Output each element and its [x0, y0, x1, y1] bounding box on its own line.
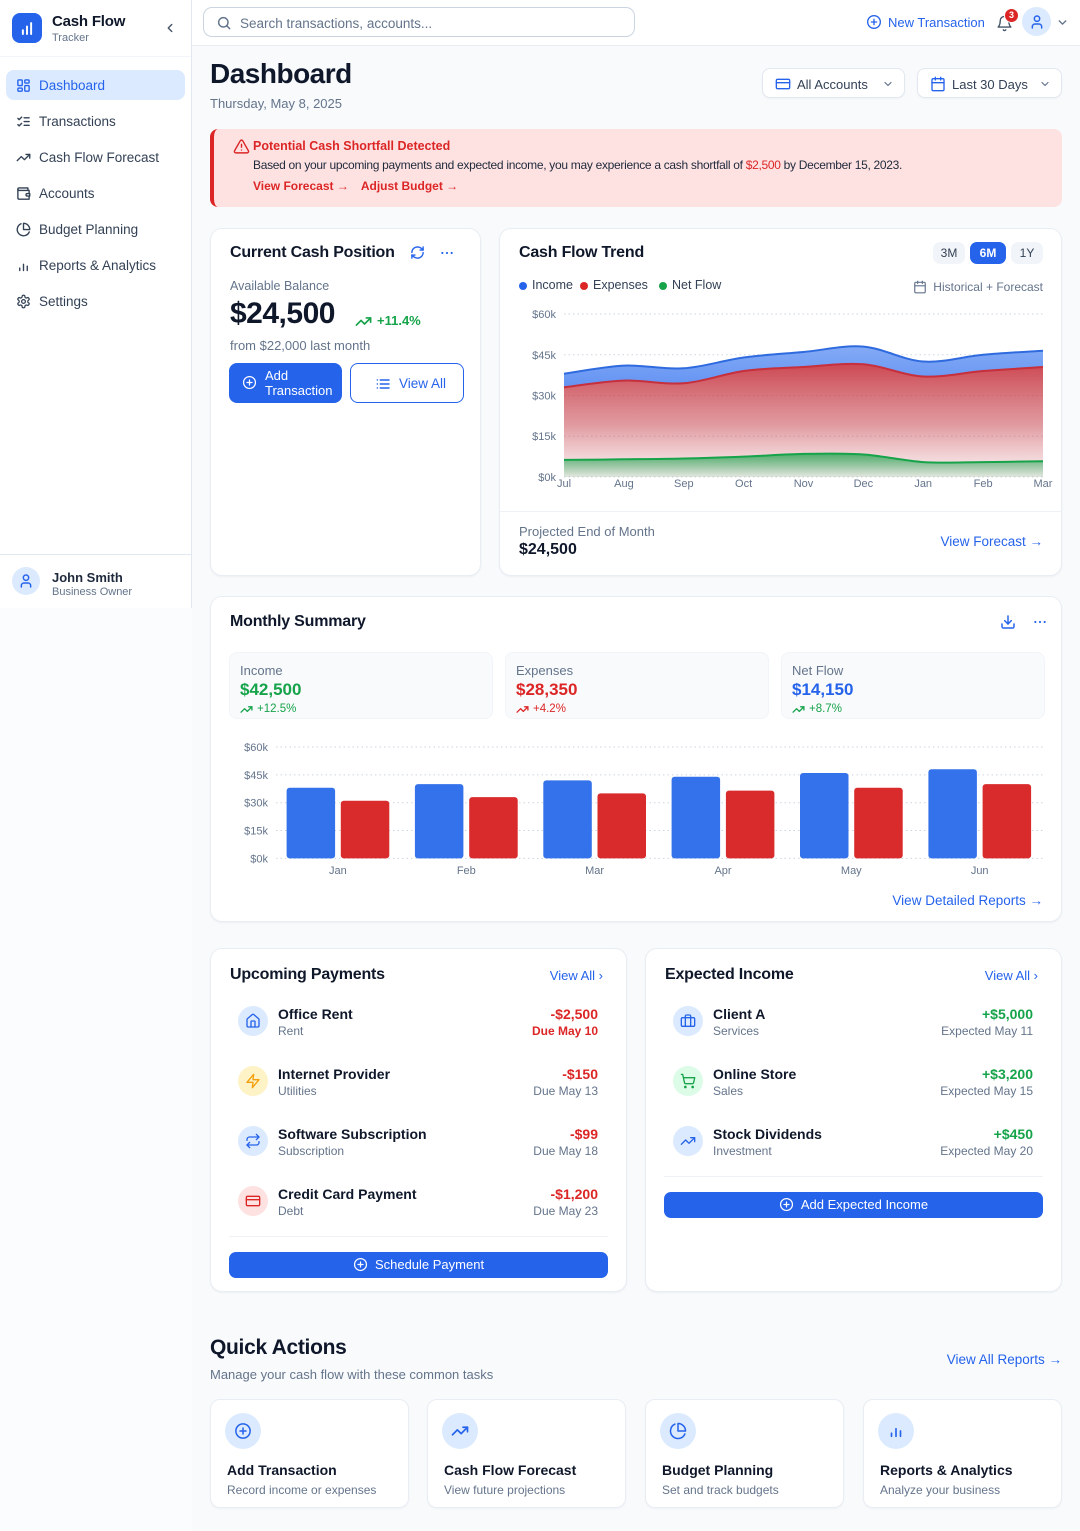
svg-text:May: May	[841, 865, 862, 877]
svg-text:$30k: $30k	[244, 798, 268, 810]
svg-text:Jan: Jan	[329, 865, 347, 877]
svg-text:$0k: $0k	[250, 853, 268, 865]
svg-text:$45k: $45k	[244, 770, 268, 782]
svg-text:Sep: Sep	[674, 478, 694, 490]
svg-text:$0k: $0k	[538, 472, 556, 484]
svg-text:Mar: Mar	[1034, 478, 1053, 490]
svg-text:Feb: Feb	[457, 865, 476, 877]
svg-text:Feb: Feb	[974, 478, 993, 490]
svg-text:Oct: Oct	[735, 478, 752, 490]
svg-text:Jul: Jul	[557, 478, 571, 490]
svg-text:Nov: Nov	[794, 478, 814, 490]
svg-text:Dec: Dec	[854, 478, 874, 490]
svg-text:Aug: Aug	[614, 478, 634, 490]
svg-text:$60k: $60k	[244, 742, 268, 754]
svg-text:Jan: Jan	[914, 478, 932, 490]
svg-text:$45k: $45k	[532, 350, 556, 362]
svg-text:Apr: Apr	[714, 865, 731, 877]
svg-text:$60k: $60k	[532, 309, 556, 321]
svg-text:$30k: $30k	[532, 391, 556, 403]
svg-text:$15k: $15k	[532, 431, 556, 443]
svg-text:Jun: Jun	[971, 865, 989, 877]
svg-text:Mar: Mar	[585, 865, 604, 877]
svg-text:$15k: $15k	[244, 826, 268, 838]
